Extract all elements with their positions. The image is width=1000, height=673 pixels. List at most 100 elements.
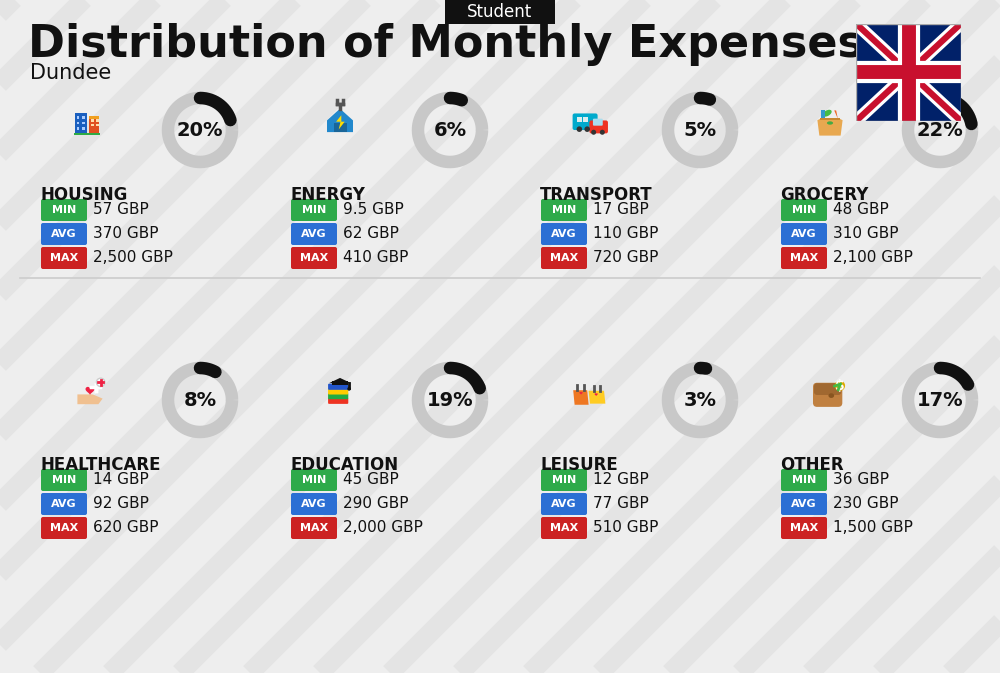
FancyBboxPatch shape — [589, 120, 608, 133]
Bar — [82, 122, 85, 125]
Text: 1,500 GBP: 1,500 GBP — [833, 520, 913, 536]
Text: 720 GBP: 720 GBP — [593, 250, 658, 266]
Text: MAX: MAX — [300, 253, 328, 263]
FancyBboxPatch shape — [814, 383, 841, 395]
Text: MAX: MAX — [790, 253, 818, 263]
Text: MAX: MAX — [300, 523, 328, 533]
FancyBboxPatch shape — [781, 469, 827, 491]
Text: 2,100 GBP: 2,100 GBP — [833, 250, 913, 266]
Polygon shape — [86, 387, 94, 395]
Text: MIN: MIN — [792, 475, 816, 485]
Ellipse shape — [827, 121, 833, 125]
FancyBboxPatch shape — [593, 118, 603, 126]
FancyBboxPatch shape — [328, 393, 348, 399]
Text: 230 GBP: 230 GBP — [833, 497, 898, 511]
Text: 22%: 22% — [917, 120, 963, 139]
Text: MIN: MIN — [792, 205, 816, 215]
Polygon shape — [77, 394, 103, 404]
Circle shape — [600, 130, 605, 135]
Text: 19%: 19% — [427, 390, 473, 409]
Text: AVG: AVG — [301, 229, 327, 239]
FancyBboxPatch shape — [541, 247, 587, 269]
Bar — [583, 117, 588, 122]
Text: MIN: MIN — [52, 475, 76, 485]
Polygon shape — [336, 115, 345, 129]
Text: AVG: AVG — [551, 499, 577, 509]
Text: 92 GBP: 92 GBP — [93, 497, 149, 511]
Text: 110 GBP: 110 GBP — [593, 227, 658, 242]
FancyBboxPatch shape — [541, 517, 587, 539]
Text: AVG: AVG — [51, 499, 77, 509]
Text: 9.5 GBP: 9.5 GBP — [343, 203, 404, 217]
Text: AVG: AVG — [791, 229, 817, 239]
Polygon shape — [589, 391, 605, 404]
Text: 2,000 GBP: 2,000 GBP — [343, 520, 423, 536]
Text: 14 GBP: 14 GBP — [93, 472, 149, 487]
Circle shape — [591, 130, 596, 135]
Bar — [821, 110, 825, 118]
Circle shape — [347, 387, 351, 390]
Text: MAX: MAX — [550, 523, 578, 533]
Polygon shape — [595, 393, 598, 396]
Text: ENERGY: ENERGY — [290, 186, 365, 204]
Text: 8%: 8% — [183, 390, 217, 409]
FancyBboxPatch shape — [541, 493, 587, 515]
Bar — [77, 116, 79, 119]
Text: 20%: 20% — [177, 120, 223, 139]
Polygon shape — [327, 109, 353, 132]
Text: 12 GBP: 12 GBP — [593, 472, 649, 487]
FancyBboxPatch shape — [291, 223, 337, 245]
Ellipse shape — [823, 110, 832, 116]
Text: TRANSPORT: TRANSPORT — [540, 186, 653, 204]
FancyBboxPatch shape — [781, 517, 827, 539]
Text: EDUCATION: EDUCATION — [290, 456, 398, 474]
Bar — [96, 119, 99, 122]
FancyBboxPatch shape — [813, 383, 842, 407]
FancyBboxPatch shape — [573, 114, 598, 130]
Text: 62 GBP: 62 GBP — [343, 227, 399, 242]
Bar — [820, 118, 840, 120]
Bar — [91, 119, 94, 122]
Text: 2,500 GBP: 2,500 GBP — [93, 250, 173, 266]
Text: AVG: AVG — [551, 229, 577, 239]
Text: 410 GBP: 410 GBP — [343, 250, 408, 266]
Text: $: $ — [835, 379, 845, 393]
Text: MAX: MAX — [790, 523, 818, 533]
Text: MIN: MIN — [302, 475, 326, 485]
Text: MIN: MIN — [52, 205, 76, 215]
FancyBboxPatch shape — [291, 199, 337, 221]
FancyBboxPatch shape — [41, 469, 87, 491]
FancyBboxPatch shape — [291, 517, 337, 539]
Text: GROCERY: GROCERY — [780, 186, 868, 204]
Bar — [77, 127, 79, 130]
Text: Dundee: Dundee — [30, 63, 111, 83]
Text: 6%: 6% — [433, 120, 467, 139]
Text: 3%: 3% — [684, 390, 716, 409]
Text: MAX: MAX — [550, 253, 578, 263]
Text: LEISURE: LEISURE — [540, 456, 618, 474]
FancyBboxPatch shape — [781, 247, 827, 269]
Bar — [77, 122, 79, 125]
Bar — [82, 127, 85, 130]
Text: 370 GBP: 370 GBP — [93, 227, 158, 242]
FancyBboxPatch shape — [41, 223, 87, 245]
Text: AVG: AVG — [51, 229, 77, 239]
FancyBboxPatch shape — [541, 469, 587, 491]
FancyBboxPatch shape — [781, 493, 827, 515]
Text: 45 GBP: 45 GBP — [343, 472, 399, 487]
FancyBboxPatch shape — [328, 388, 348, 394]
FancyBboxPatch shape — [41, 247, 87, 269]
FancyBboxPatch shape — [541, 223, 587, 245]
Circle shape — [584, 127, 590, 132]
Text: OTHER: OTHER — [780, 456, 844, 474]
FancyBboxPatch shape — [781, 199, 827, 221]
Bar — [91, 124, 94, 127]
Text: 17%: 17% — [917, 390, 963, 409]
Text: 310 GBP: 310 GBP — [833, 227, 898, 242]
Bar — [89, 119, 99, 134]
FancyBboxPatch shape — [328, 398, 348, 404]
FancyBboxPatch shape — [328, 384, 348, 390]
Ellipse shape — [828, 393, 834, 398]
Bar — [577, 117, 582, 122]
Text: 57 GBP: 57 GBP — [93, 203, 149, 217]
